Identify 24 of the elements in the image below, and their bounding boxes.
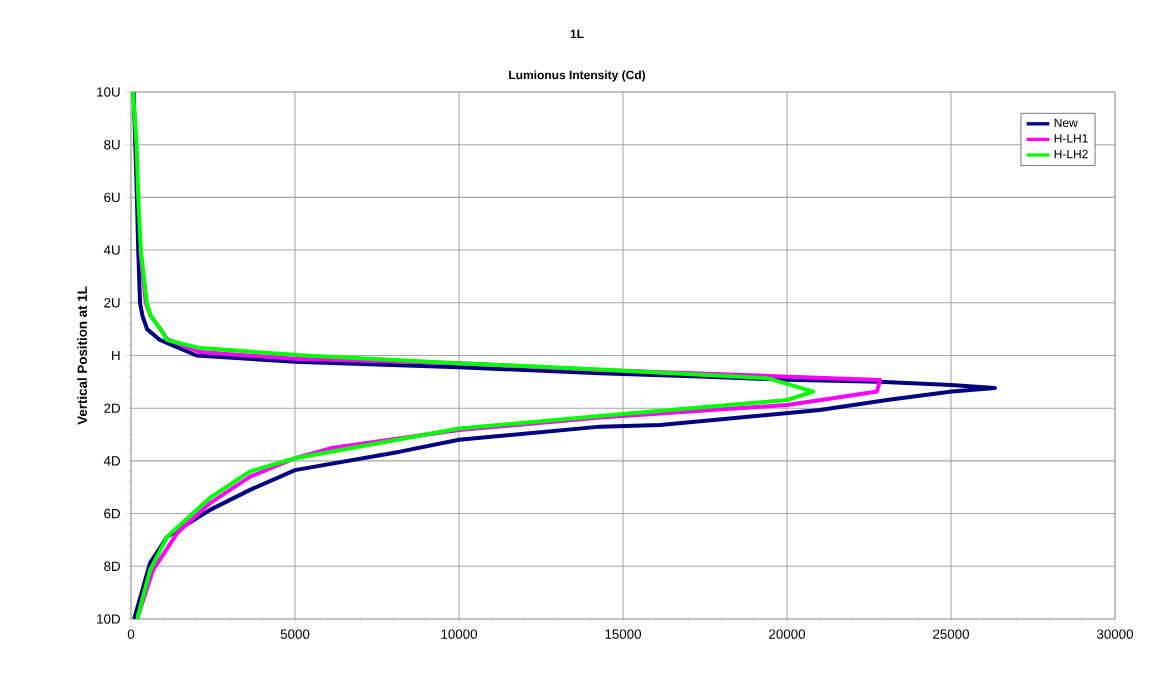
y-tick-label: 10D — [97, 614, 120, 624]
x-tick-label: 10000 — [441, 629, 478, 639]
x-tick-label: 15000 — [605, 629, 642, 639]
legend-label: New — [1054, 118, 1078, 128]
y-tick-label: 2U — [104, 298, 120, 308]
x-tick-label: 25000 — [933, 629, 970, 639]
x-tick-label: 30000 — [1096, 629, 1134, 639]
y-tick-label: 6D — [104, 508, 120, 519]
x-tick-label: 20000 — [769, 629, 806, 639]
y-tick-label: 2D — [104, 403, 120, 413]
y-tick-label: 8U — [104, 139, 120, 150]
x-tick-label: 0 — [127, 629, 135, 639]
y-tick-label: 8D — [104, 561, 120, 571]
y-tick-label: 10U — [97, 87, 120, 97]
chart-title: 1L — [570, 29, 584, 39]
legend-label: H-LH1 — [1054, 134, 1088, 143]
y-tick-label: 4U — [103, 245, 120, 255]
y-tick-label: 6U — [104, 192, 120, 203]
legend-label: H-LH2 — [1054, 149, 1088, 159]
y-tick-label: 4D — [103, 456, 120, 466]
x-tick-label: 5000 — [280, 629, 310, 639]
y-tick-label: H — [112, 350, 120, 361]
y-axis-title: Vertical Position at 1L — [77, 286, 87, 425]
chart-subtitle: Lumionus Intensity (Cd) — [509, 70, 646, 82]
